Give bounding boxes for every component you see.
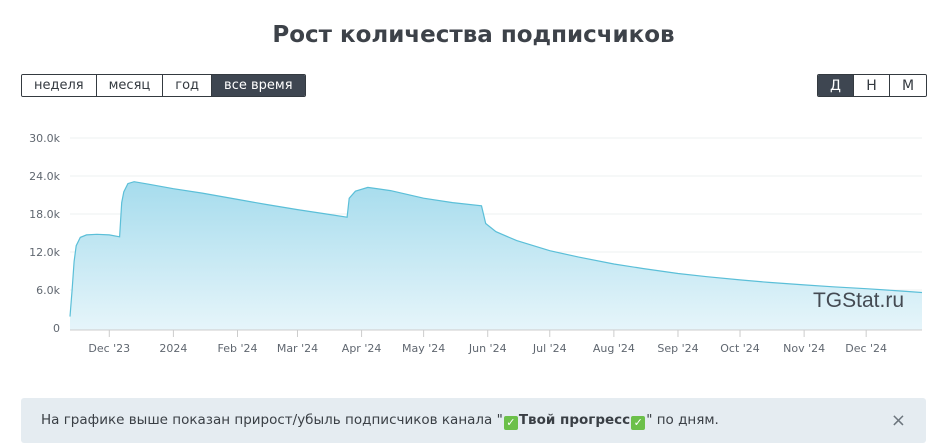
period-month-button[interactable]: месяц [96, 75, 164, 96]
x-tick-label: Sep '24 [657, 342, 698, 355]
period-year-button[interactable]: год [163, 75, 213, 96]
y-axis-labels: 0 6.0k 12.0k 18.0k 24.0k 30.0k [29, 132, 60, 335]
granularity-day-button[interactable]: Д [818, 75, 854, 96]
x-tick-label: Dec '23 [88, 342, 130, 355]
checkmark-icon: ✓ [631, 416, 646, 430]
x-tick-label: Jul '24 [532, 342, 567, 355]
channel-name: Твой прогресс [518, 412, 631, 428]
subscribers-line [69, 181, 923, 317]
x-axis-ticks [108, 330, 867, 337]
watermark: TGStat.ru [813, 289, 904, 312]
y-tick-label: 12.0k [29, 246, 60, 259]
x-tick-label: Mar '24 [277, 342, 318, 355]
y-tick-label: 0 [53, 322, 60, 335]
y-tick-label: 6.0k [36, 284, 60, 297]
subscribers-chart[interactable]: 0 6.0k 12.0k 18.0k 24.0k 30.0k Dec '23 2024 Feb… [0, 118, 933, 368]
note-quote-open: " [496, 412, 503, 428]
note-quote-close: " [646, 412, 653, 428]
y-tick-label: 30.0k [29, 132, 60, 145]
x-tick-label: May '24 [402, 342, 445, 355]
close-icon[interactable]: × [890, 410, 906, 431]
period-selector: неделя месяц год все время [21, 74, 306, 97]
x-tick-label: Nov '24 [783, 342, 825, 355]
granularity-week-button[interactable]: Н [854, 75, 890, 96]
page-title: Рост количества подписчиков [272, 22, 675, 48]
y-tick-label: 24.0k [29, 170, 60, 183]
x-tick-label: 2024 [159, 342, 187, 355]
x-tick-label: Apr '24 [342, 342, 382, 355]
x-tick-label: Feb '24 [218, 342, 258, 355]
granularity-month-button[interactable]: М [890, 75, 926, 96]
period-week-button[interactable]: неделя [22, 75, 97, 96]
info-note: На графике выше показан прирост/убыль по… [21, 398, 926, 443]
granularity-selector: Д Н М [817, 74, 927, 97]
note-prefix: На графике выше показан прирост/убыль по… [41, 412, 497, 428]
x-axis-labels: Dec '23 2024 Feb '24 Mar '24 Apr '24 May '24 J… [88, 342, 887, 355]
x-tick-label: Jun '24 [468, 342, 507, 355]
y-tick-label: 18.0k [29, 208, 60, 221]
subscribers-area [70, 181, 922, 330]
x-tick-label: Dec '24 [845, 342, 887, 355]
checkmark-icon: ✓ [503, 416, 518, 430]
note-suffix: по дням. [652, 412, 719, 428]
period-all-time-button[interactable]: все время [212, 75, 305, 96]
x-tick-label: Aug '24 [593, 342, 635, 355]
x-tick-label: Oct '24 [720, 342, 760, 355]
